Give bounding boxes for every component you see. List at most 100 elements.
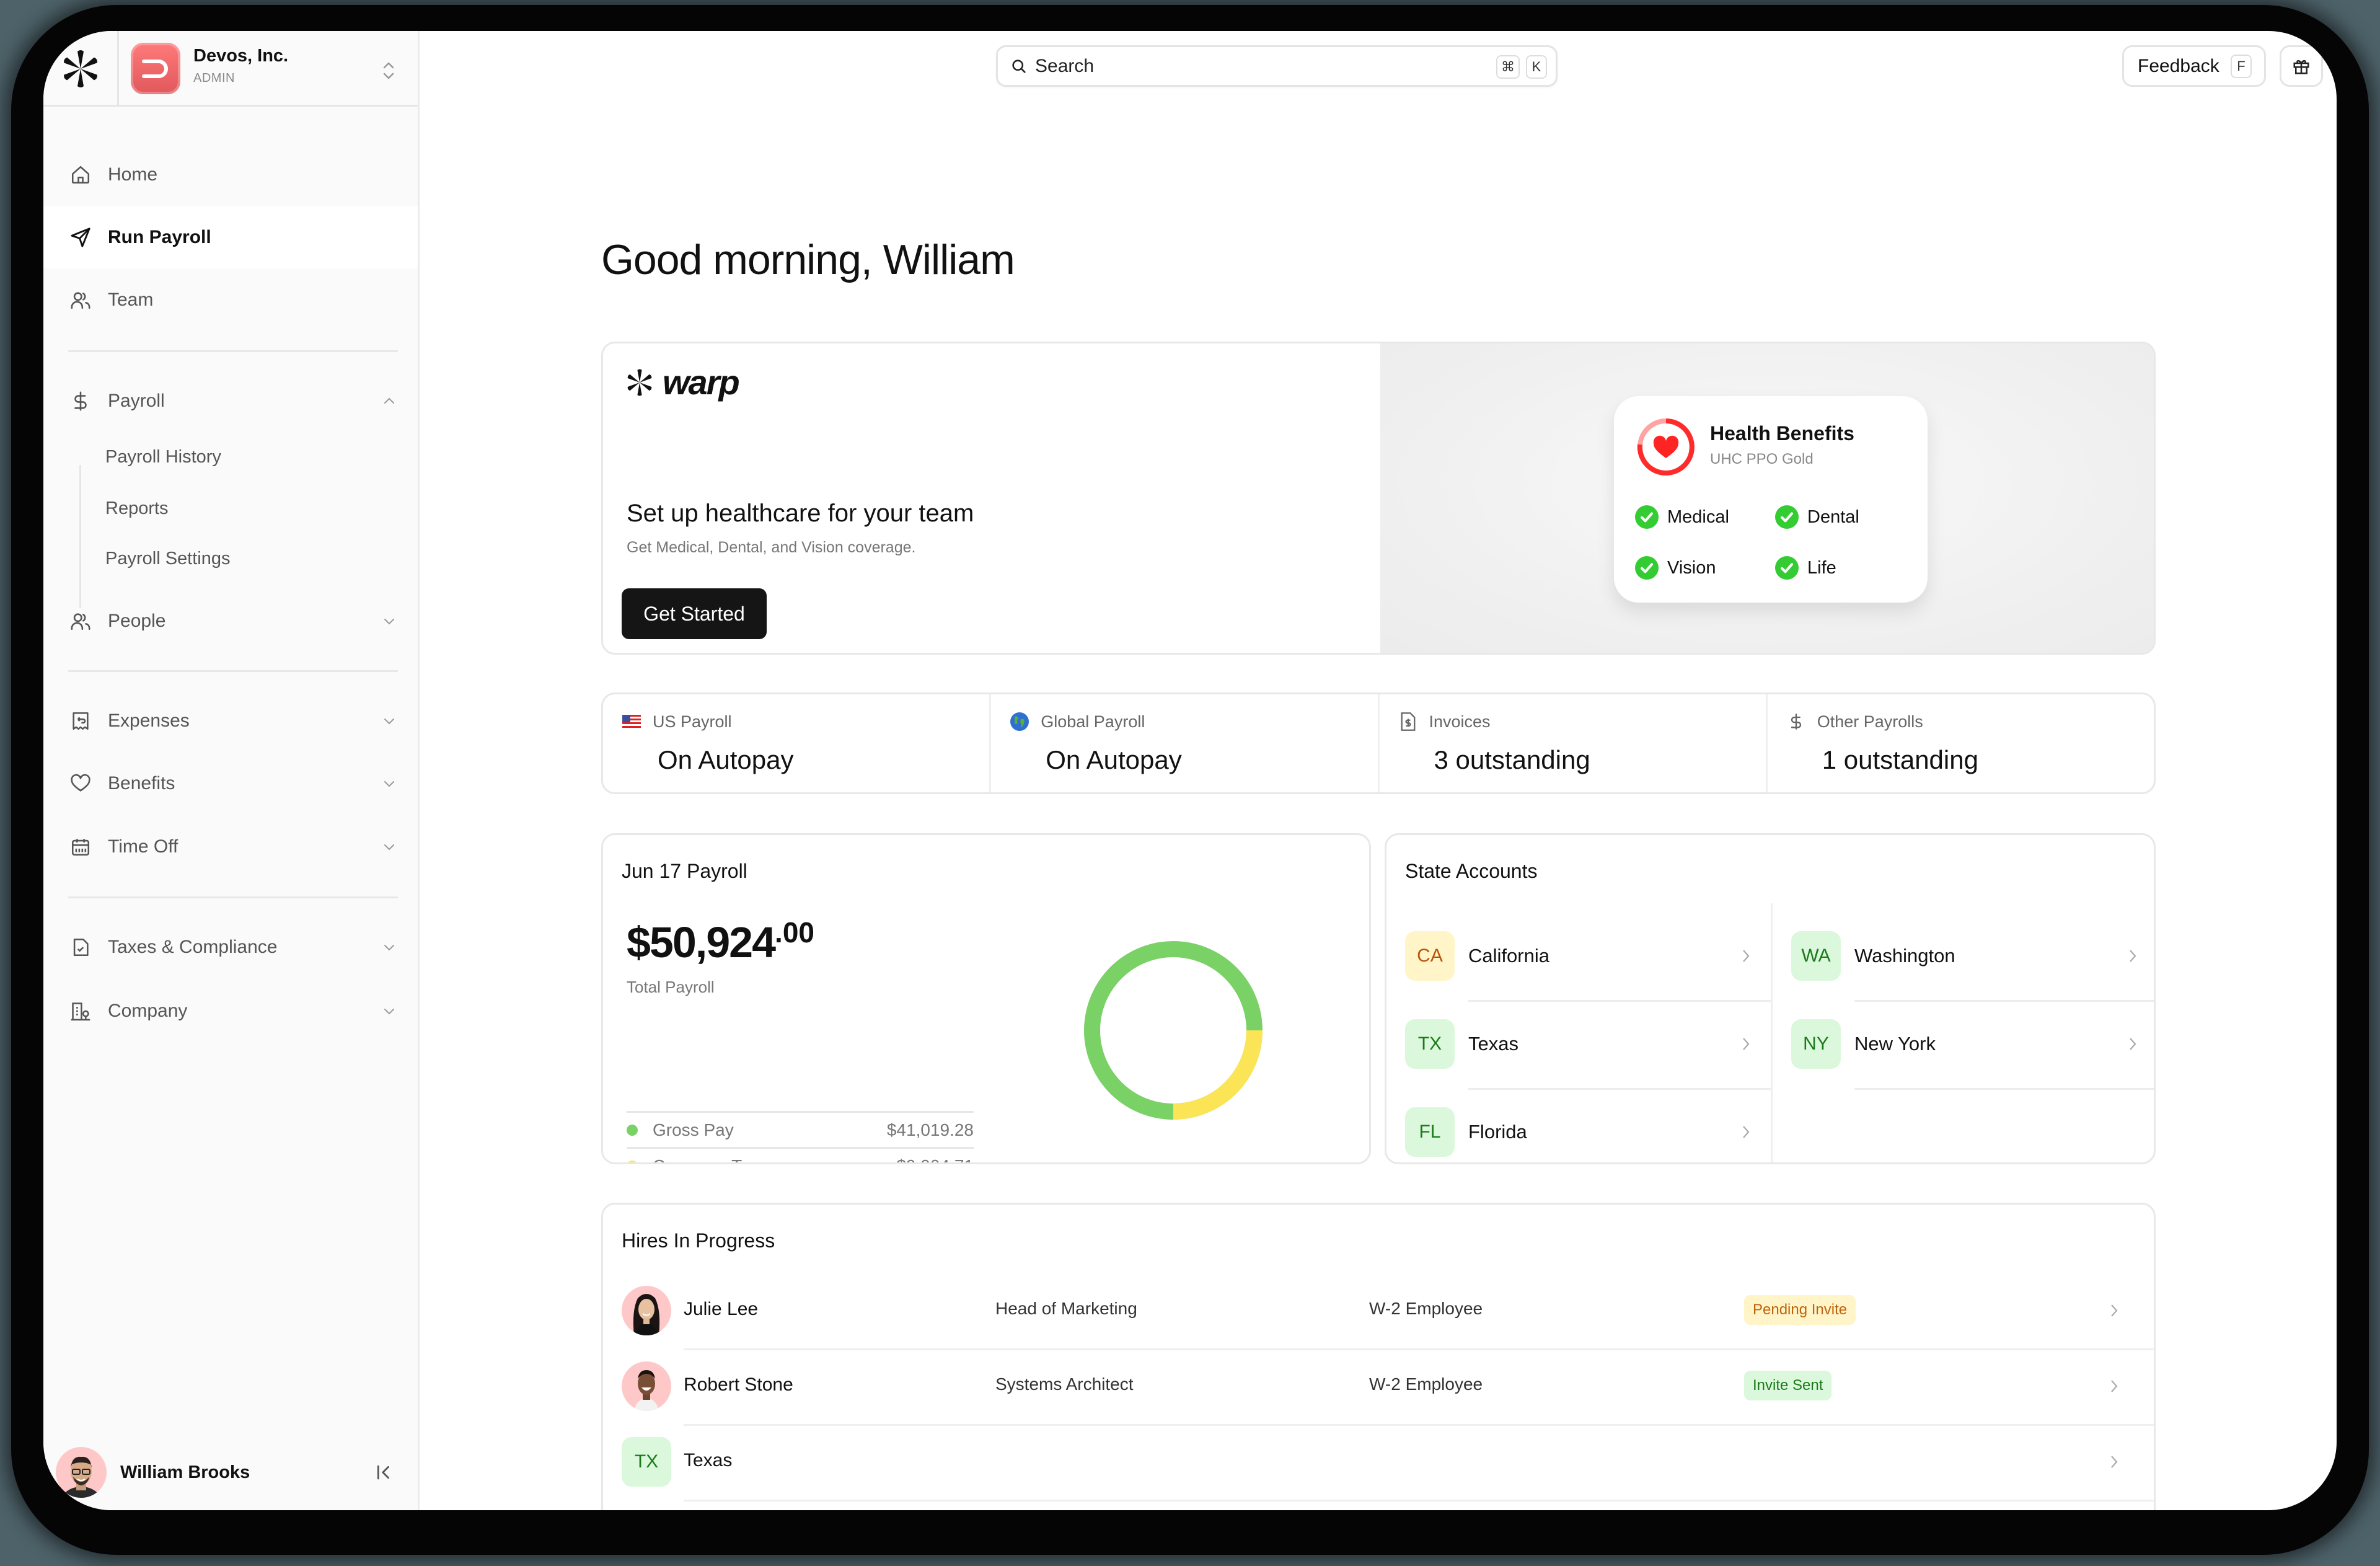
sidebar-subitem-payroll-settings[interactable]: Payroll Settings <box>105 548 231 568</box>
health-benefits-card: Health Benefits UHC PPO Gold Medical Den… <box>1614 396 1928 603</box>
total-payroll-label: Total Payroll <box>627 978 715 996</box>
payroll-donut-chart <box>1084 941 1263 1120</box>
sidebar-divider <box>68 670 398 672</box>
app-window: Devos, Inc. ADMIN Home Run Payroll Tea <box>43 31 2337 1510</box>
sidebar-item-label: Payroll <box>108 391 165 411</box>
sidebar-item-run-payroll[interactable]: Run Payroll <box>43 206 418 268</box>
hire-row-texas[interactable]: TX Texas <box>622 1424 2139 1500</box>
sidebar-divider <box>68 350 398 352</box>
receipt-icon <box>69 710 92 732</box>
user-profile[interactable]: William Brooks <box>43 1444 418 1500</box>
calendar-icon <box>69 836 92 858</box>
sidebar-item-payroll[interactable]: Payroll <box>43 370 418 432</box>
chevron-right-icon <box>1743 1038 1750 1050</box>
search-input[interactable]: Search ⌘ K <box>996 45 1558 87</box>
hire-name: Texas <box>684 1450 733 1471</box>
brand-wordmark: warp <box>663 363 740 402</box>
banner-illustration: Health Benefits UHC PPO Gold Medical Den… <box>1380 343 2154 653</box>
benefit-medical: Medical <box>1635 505 1729 529</box>
sidebar-item-label: Expenses <box>108 710 190 731</box>
column-divider <box>1771 903 1773 1162</box>
status-badge: Pending Invite <box>1744 1295 1856 1325</box>
document-check-icon <box>69 936 92 958</box>
collapse-sidebar-icon[interactable] <box>374 1463 393 1482</box>
sidebar-item-taxes-compliance[interactable]: Taxes & Compliance <box>43 916 418 978</box>
state-row-washington[interactable]: WA Washington <box>1791 912 2154 1000</box>
hire-name: Robert Stone <box>684 1374 793 1395</box>
shortcut-cmd-key: ⌘ <box>1496 55 1520 79</box>
search-icon <box>1012 59 1026 73</box>
check-circle-icon <box>1635 505 1659 529</box>
stat-global-payroll[interactable]: Global Payroll On Autopay <box>991 694 1380 792</box>
state-badge: TX <box>622 1437 671 1487</box>
state-row-texas[interactable]: TX Texas <box>1405 1000 1771 1088</box>
chevron-down-icon <box>384 619 394 625</box>
payroll-title: Jun 17 Payroll <box>622 860 747 882</box>
sidebar-item-label: Home <box>108 164 158 185</box>
gift-button[interactable] <box>2280 45 2323 87</box>
sidebar-item-label: People <box>108 611 166 631</box>
state-row-new-york[interactable]: NY New York <box>1791 1000 2154 1088</box>
dollar-icon <box>69 390 92 412</box>
chevron-right-icon <box>1743 950 1750 962</box>
hire-row-robert-stone[interactable]: Robert Stone Systems Architect W-2 Emplo… <box>622 1348 2139 1424</box>
state-row-california[interactable]: CA California <box>1405 912 1771 1000</box>
row-divider <box>684 1424 2154 1426</box>
stat-value: 3 outstanding <box>1434 745 1590 774</box>
stat-value: 1 outstanding <box>1822 745 1978 774</box>
sidebar-item-team[interactable]: Team <box>43 269 418 331</box>
chevron-right-icon <box>2130 1038 2136 1050</box>
app-logo[interactable] <box>43 31 119 107</box>
sidebar: Devos, Inc. ADMIN Home Run Payroll Tea <box>43 31 420 1510</box>
payroll-summary-card[interactable]: Jun 17 Payroll $50,924.00 Total Payroll … <box>601 833 1371 1164</box>
sidebar-subitem-reports[interactable]: Reports <box>105 498 169 518</box>
row-divider <box>1468 1088 1771 1090</box>
company-role: ADMIN <box>193 71 235 85</box>
stat-other-payrolls[interactable]: Other Payrolls 1 outstanding <box>1768 694 2154 792</box>
users-icon <box>69 289 92 311</box>
state-row-florida[interactable]: FL Florida <box>1405 1088 1771 1162</box>
sidebar-item-label: Team <box>108 290 154 310</box>
hire-name: Julie Lee <box>684 1299 759 1319</box>
legend-gross-pay: Gross Pay $41,019.28 <box>627 1111 974 1147</box>
page-title: Good morning, William <box>601 236 1015 283</box>
stat-invoices[interactable]: Invoices 3 outstanding <box>1380 694 1768 792</box>
payroll-stats: US Payroll On Autopay Global Payroll On … <box>601 692 2156 794</box>
chevron-right-icon <box>2111 1456 2118 1468</box>
hires-title: Hires In Progress <box>622 1229 775 1252</box>
warp-logo: warp <box>625 362 740 402</box>
sidebar-item-expenses[interactable]: Expenses <box>43 690 418 752</box>
row-divider <box>1854 1088 2154 1090</box>
state-accounts-card: State Accounts CA California TX Texas FL… <box>1385 833 2156 1164</box>
benefit-life: Life <box>1775 556 1836 580</box>
sidebar-item-company[interactable]: Company <box>43 980 418 1042</box>
sidebar-subitem-payroll-history[interactable]: Payroll History <box>105 446 221 467</box>
company-name[interactable]: Devos, Inc. <box>193 46 289 66</box>
sidebar-item-home[interactable]: Home <box>43 144 418 206</box>
benefit-vision: Vision <box>1635 556 1716 580</box>
chevron-up-down-icon[interactable] <box>379 58 398 83</box>
company-logo[interactable] <box>131 43 180 94</box>
state-badge: CA <box>1405 931 1455 981</box>
heart-icon <box>69 772 92 795</box>
row-divider <box>684 1348 2154 1350</box>
row-divider <box>684 1500 2154 1502</box>
sidebar-item-benefits[interactable]: Benefits <box>43 753 418 815</box>
sidebar-item-people[interactable]: People <box>43 590 418 652</box>
avatar <box>622 1361 671 1411</box>
healthcare-banner: warp Set up healthcare for your team Get… <box>601 342 2156 655</box>
benefit-dental: Dental <box>1775 505 1859 529</box>
hire-role: Head of Marketing <box>995 1299 1137 1318</box>
user-name: William Brooks <box>120 1462 250 1482</box>
get-started-button[interactable]: Get Started <box>622 588 767 639</box>
stat-us-payroll[interactable]: US Payroll On Autopay <box>603 694 992 792</box>
hire-row-julie-lee[interactable]: Julie Lee Head of Marketing W-2 Employee… <box>622 1273 2139 1348</box>
feedback-button[interactable]: Feedback F <box>2122 45 2266 87</box>
banner-subtitle: Get Medical, Dental, and Vision coverage… <box>627 539 916 556</box>
chevron-down-icon <box>384 1009 394 1015</box>
search-placeholder: Search <box>1035 55 1095 76</box>
heart-ring-icon <box>1637 418 1695 476</box>
sidebar-item-time-off[interactable]: Time Off <box>43 816 418 878</box>
check-circle-icon <box>1635 556 1659 580</box>
avatar <box>622 1286 671 1335</box>
